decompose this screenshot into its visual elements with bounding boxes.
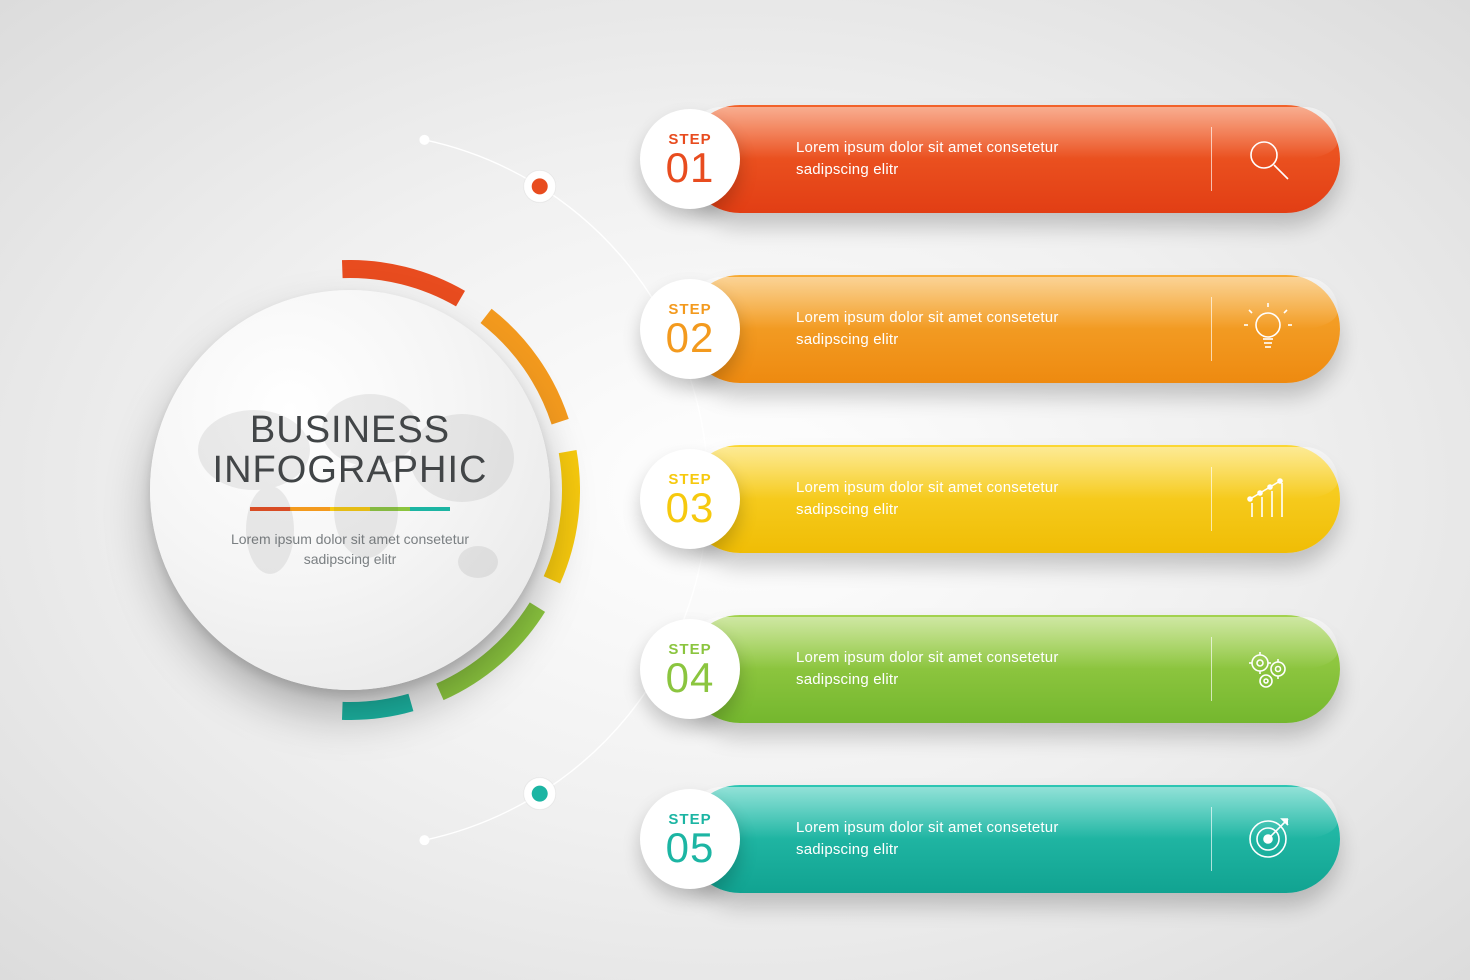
bar-chart-icon: [1238, 469, 1298, 529]
step-05: Lorem ipsum dolor sit amet consetetur sa…: [640, 785, 1340, 893]
step-03: Lorem ipsum dolor sit amet consetetur sa…: [640, 445, 1340, 553]
step-text: Lorem ipsum dolor sit amet consetetur sa…: [796, 137, 1106, 182]
step-02: Lorem ipsum dolor sit amet consetetur sa…: [640, 275, 1340, 383]
hub-circle: BUSINESS INFOGRAPHIC Lorem ipsum dolor s…: [150, 290, 550, 690]
target-icon: [1238, 809, 1298, 869]
step-text: Lorem ipsum dolor sit amet consetetur sa…: [796, 647, 1106, 692]
step-pill: Lorem ipsum dolor sit amet consetetur sa…: [686, 445, 1340, 553]
step-separator: [1211, 637, 1212, 701]
step-badge: STEP04: [640, 619, 740, 719]
hub-title-line1: BUSINESS: [250, 409, 450, 451]
hub-disc: BUSINESS INFOGRAPHIC Lorem ipsum dolor s…: [150, 290, 550, 690]
hub-title-line2: INFOGRAPHIC: [213, 449, 488, 491]
hub-title: BUSINESS INFOGRAPHIC: [213, 411, 488, 491]
step-separator: [1211, 127, 1212, 191]
step-04: Lorem ipsum dolor sit amet consetetur sa…: [640, 615, 1340, 723]
step-badge: STEP03: [640, 449, 740, 549]
step-pill: Lorem ipsum dolor sit amet consetetur sa…: [686, 275, 1340, 383]
magnifier-icon: [1238, 129, 1298, 189]
step-text: Lorem ipsum dolor sit amet consetetur sa…: [796, 817, 1106, 862]
step-separator: [1211, 467, 1212, 531]
step-separator: [1211, 297, 1212, 361]
step-number: 01: [666, 148, 715, 188]
step-number: 03: [666, 488, 715, 528]
step-number: 04: [666, 658, 715, 698]
step-pill: Lorem ipsum dolor sit amet consetetur sa…: [686, 105, 1340, 213]
steps-container: Lorem ipsum dolor sit amet consetetur sa…: [640, 105, 1340, 893]
step-separator: [1211, 807, 1212, 871]
step-text: Lorem ipsum dolor sit amet consetetur sa…: [796, 477, 1106, 522]
step-badge: STEP01: [640, 109, 740, 209]
step-number: 05: [666, 828, 715, 868]
step-text: Lorem ipsum dolor sit amet consetetur sa…: [796, 307, 1106, 352]
step-pill: Lorem ipsum dolor sit amet consetetur sa…: [686, 615, 1340, 723]
lightbulb-icon: [1238, 299, 1298, 359]
step-badge: STEP05: [640, 789, 740, 889]
hub-underline: [250, 507, 450, 511]
hub-subtitle: Lorem ipsum dolor sit amet consetetur sa…: [200, 529, 500, 570]
step-pill: Lorem ipsum dolor sit amet consetetur sa…: [686, 785, 1340, 893]
gears-icon: [1238, 639, 1298, 699]
step-01: Lorem ipsum dolor sit amet consetetur sa…: [640, 105, 1340, 213]
step-badge: STEP02: [640, 279, 740, 379]
step-number: 02: [666, 318, 715, 358]
